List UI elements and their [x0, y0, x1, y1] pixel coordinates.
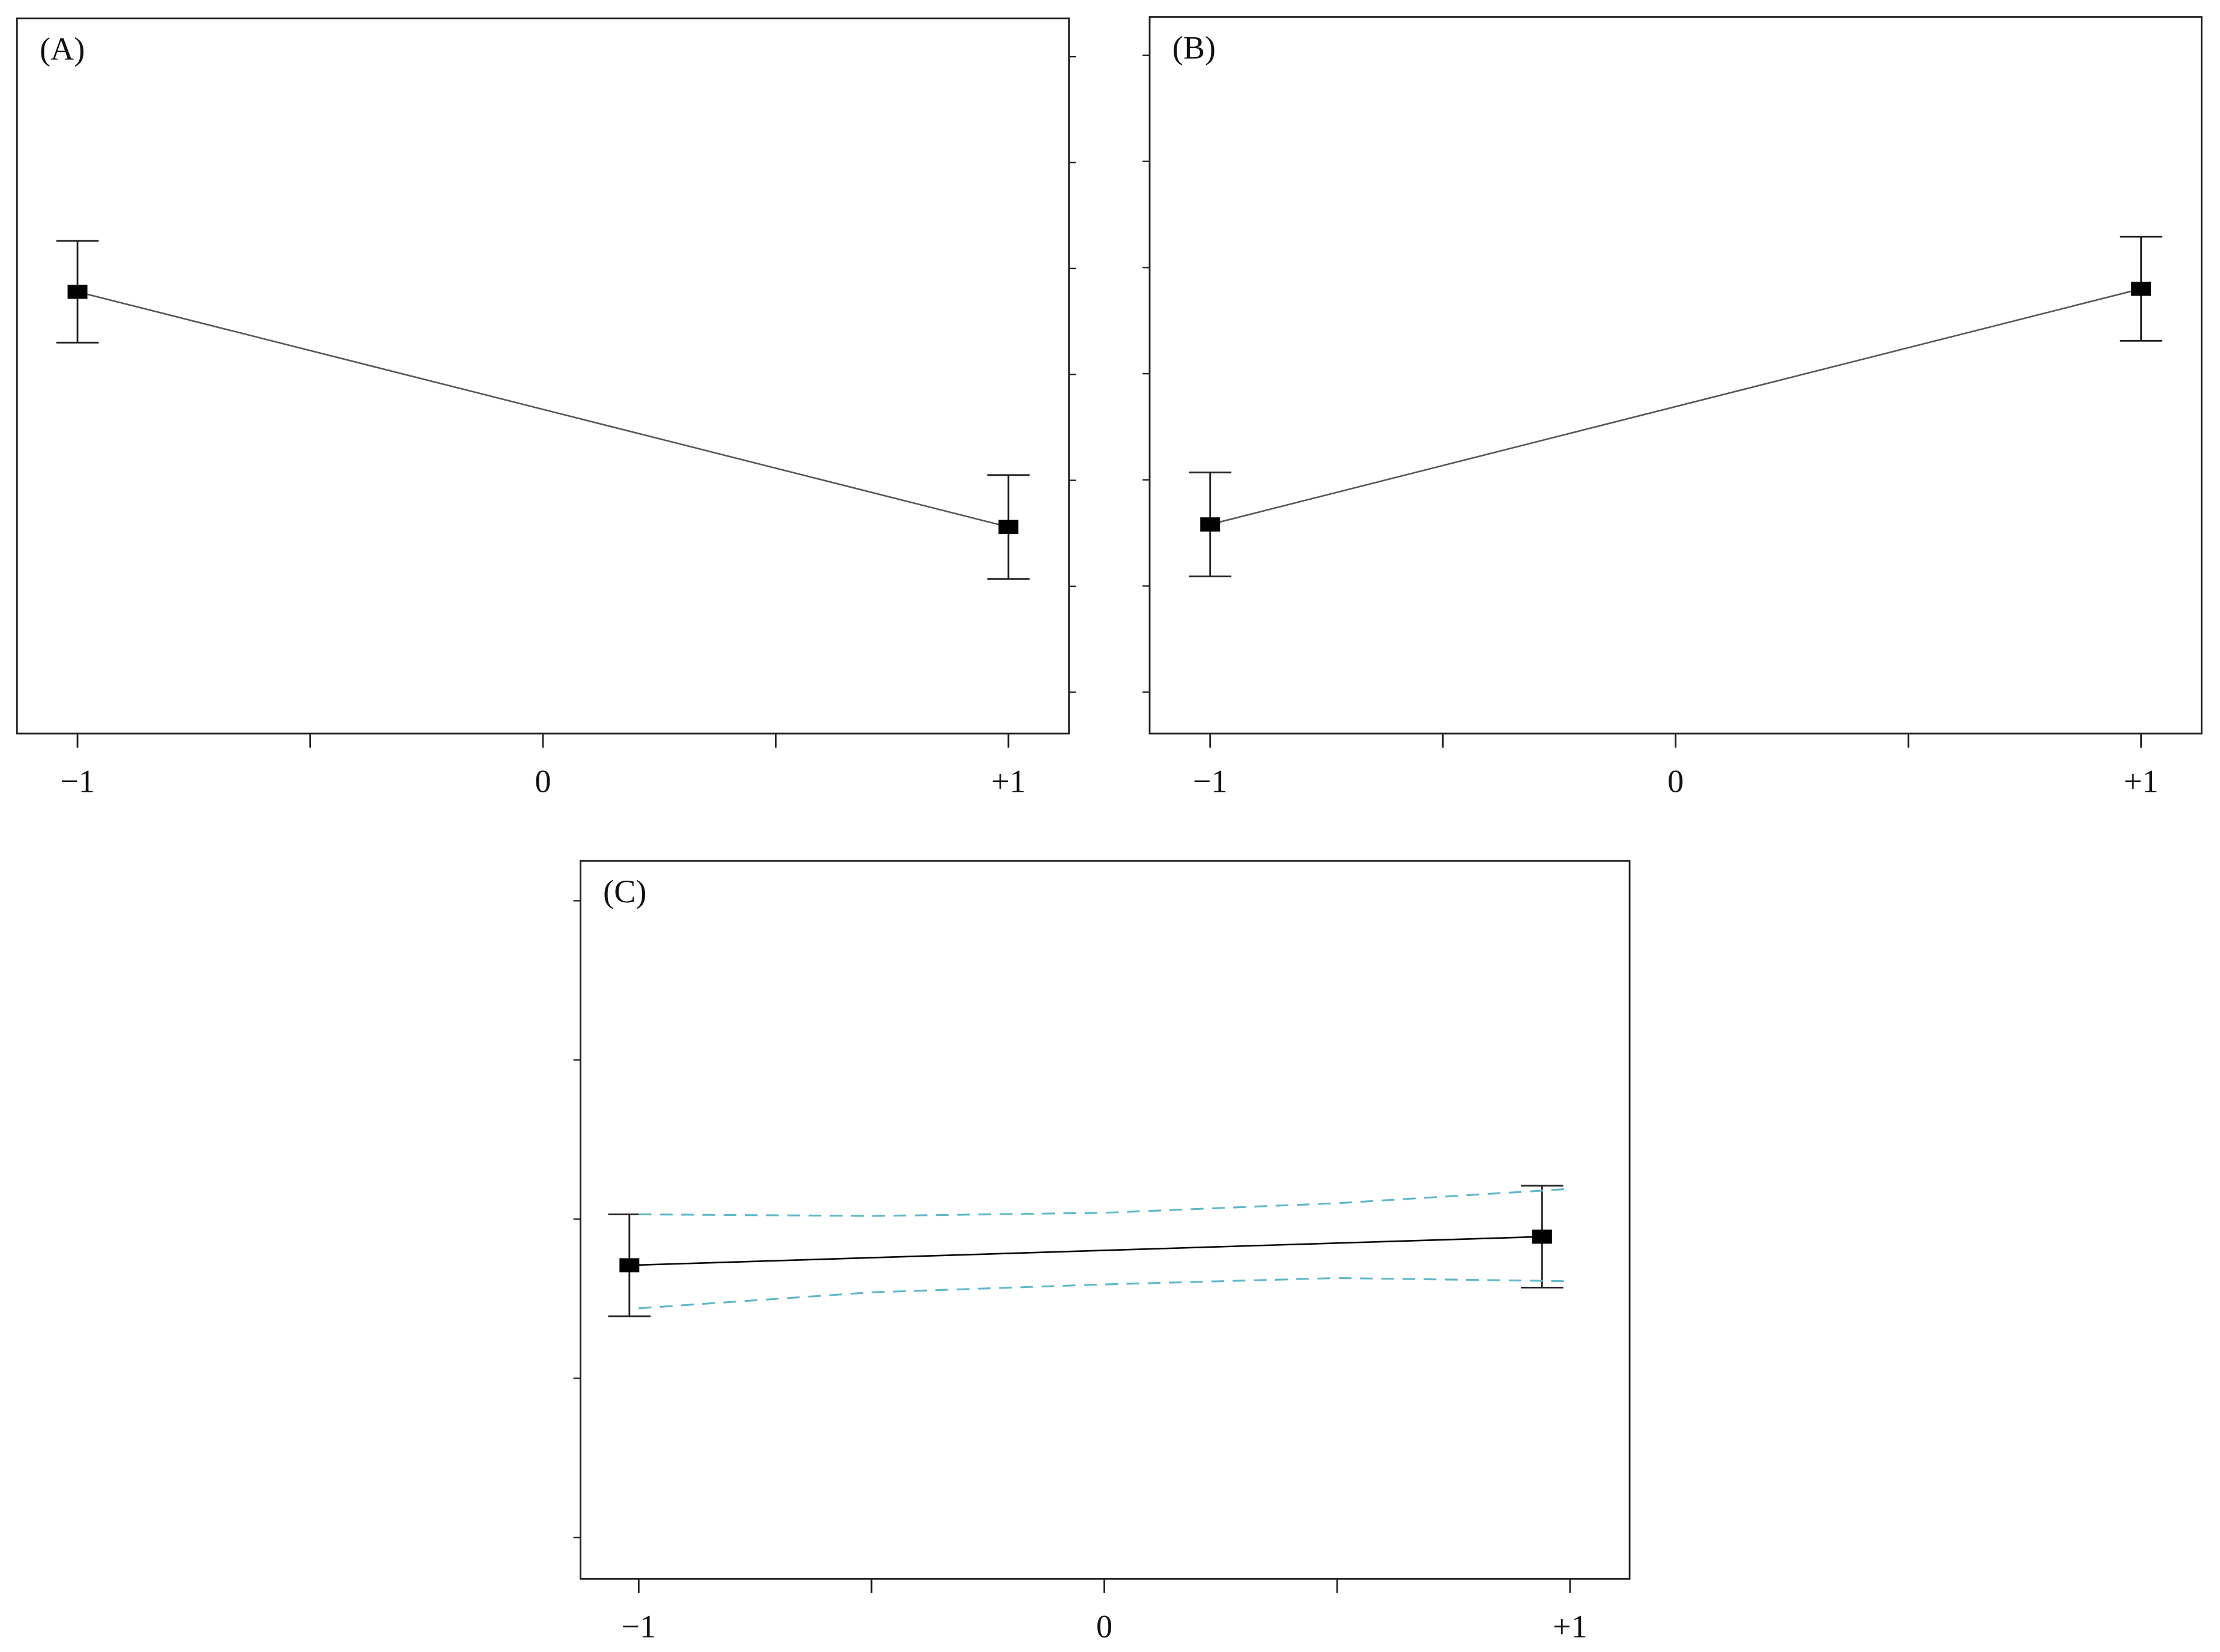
x-tick-label: 0	[1096, 1609, 1112, 1645]
marker	[619, 1258, 640, 1273]
mean-line	[77, 291, 1009, 528]
x-tick-label: 0	[1667, 763, 1684, 799]
panel-title: (C)	[603, 873, 646, 910]
x-tick-label: −1	[621, 1609, 656, 1645]
x-tick-label: −1	[60, 763, 95, 799]
confidence-band	[638, 1188, 1570, 1217]
mean-line	[1210, 288, 2141, 526]
plot-frame	[16, 17, 1070, 735]
plot-frame	[1148, 16, 2203, 735]
x-tick-label: +1	[2124, 763, 2159, 799]
marker	[2131, 281, 2152, 296]
x-tick-label: −1	[1193, 763, 1228, 799]
plot-frame	[580, 860, 1631, 1580]
marker	[998, 520, 1019, 534]
confidence-band	[638, 1277, 1570, 1310]
marker	[1532, 1229, 1552, 1244]
marker	[1200, 517, 1221, 532]
x-tick-label: +1	[991, 763, 1026, 799]
marker	[67, 284, 88, 299]
x-tick-label: 0	[535, 763, 551, 799]
mean-line	[629, 1236, 1542, 1266]
x-tick-label: +1	[1553, 1609, 1588, 1645]
panel-title: (B)	[1172, 29, 1216, 65]
panel-title: (A)	[40, 31, 85, 67]
